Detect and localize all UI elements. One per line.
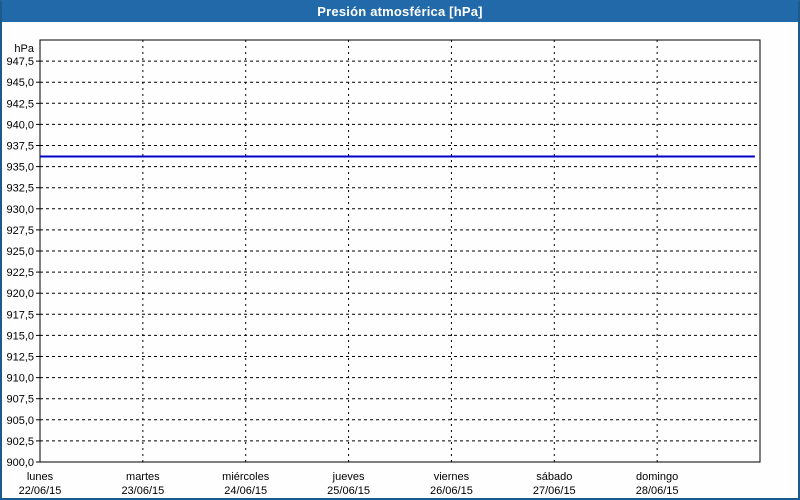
pressure-chart: 947,5 945,0 942,5 940,0 937,5 935,0 932,5 930,0… xyxy=(6,39,761,497)
y-tick-label: 947,5 xyxy=(6,56,34,68)
y-tick-label: 922,5 xyxy=(6,267,34,279)
x-day-label: viernes xyxy=(434,471,470,483)
x-day-label: jueves xyxy=(332,471,365,483)
y-tick-label: 932,5 xyxy=(6,183,34,195)
y-tick-label: 915,0 xyxy=(6,330,34,342)
y-tick-label: 900,0 xyxy=(6,457,34,469)
y-tick-label: 925,0 xyxy=(6,246,34,258)
x-date-label: 26/06/15 xyxy=(430,485,473,497)
y-tick-label: 920,0 xyxy=(6,288,34,300)
y-tick-label: 945,0 xyxy=(6,77,34,89)
y-tick-label: 912,5 xyxy=(6,352,34,364)
plot-border xyxy=(39,39,761,463)
x-day-label: sábado xyxy=(536,471,572,483)
x-date-label: 24/06/15 xyxy=(224,485,267,497)
x-date-label: 28/06/15 xyxy=(636,485,679,497)
y-tick-label: 930,0 xyxy=(6,204,34,216)
y-tick-label: 905,0 xyxy=(6,415,34,427)
x-day-label: martes xyxy=(126,471,160,483)
chart-title-bar: Presión atmosférica [hPa] xyxy=(2,2,798,22)
x-day-label: lunes xyxy=(27,471,54,483)
x-date-label: 27/06/15 xyxy=(533,485,576,497)
y-tick-label: 942,5 xyxy=(6,98,34,110)
x-day-label: miércoles xyxy=(222,471,270,483)
y-tick-label: 927,5 xyxy=(6,225,34,237)
y-tick-label: 910,0 xyxy=(6,373,34,385)
chart-title: Presión atmosférica [hPa] xyxy=(317,4,483,19)
y-tick-label: 937,5 xyxy=(6,141,34,153)
y-tick-label: 935,0 xyxy=(6,162,34,174)
y-tick-label: 917,5 xyxy=(6,309,34,321)
x-date-label: 22/06/15 xyxy=(19,485,62,497)
y-tick-label: 940,0 xyxy=(6,119,34,131)
y-tick-label: 902,5 xyxy=(6,436,34,448)
x-date-label: 23/06/15 xyxy=(121,485,164,497)
y-tick-label: 907,5 xyxy=(6,394,34,406)
unit-label: hPa xyxy=(14,43,34,55)
x-day-label: domingo xyxy=(636,471,678,483)
x-date-label: 25/06/15 xyxy=(327,485,370,497)
